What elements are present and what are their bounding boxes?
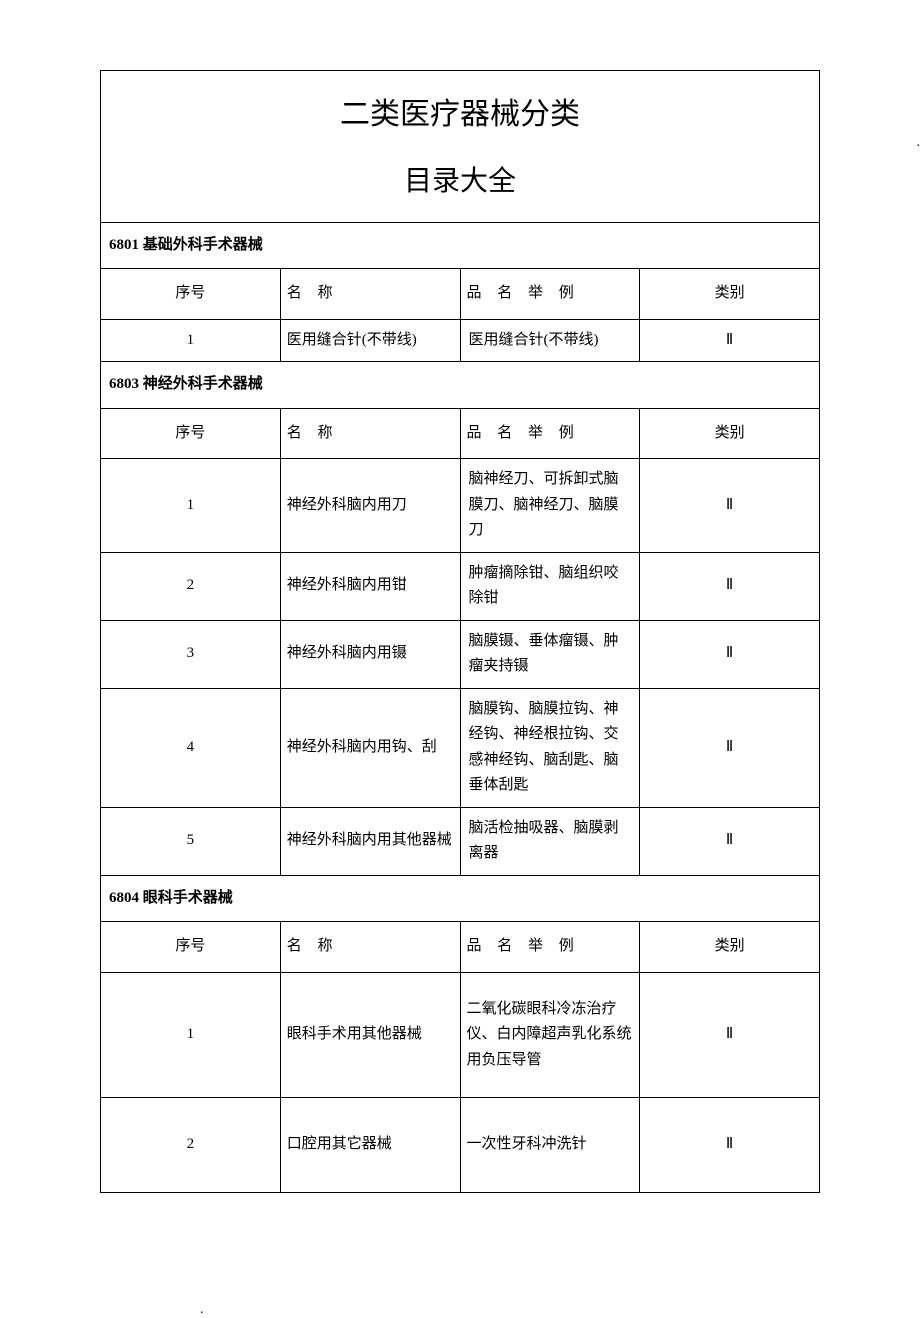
cell-category: Ⅱ <box>640 552 820 620</box>
cell-name: 神经外科脑内用其他器械 <box>280 807 460 875</box>
column-header-category: 类别 <box>640 269 820 320</box>
section-header-6804: 6804 眼科手术器械 <box>101 875 820 922</box>
cell-example: 脑活检抽吸器、脑膜剥离器 <box>460 807 640 875</box>
cell-example: 一次性牙科冲洗针 <box>460 1098 640 1193</box>
table-row: 3 神经外科脑内用镊 脑膜镊、垂体瘤镊、肿瘤夹持镊 Ⅱ <box>101 620 820 688</box>
cell-example: 脑神经刀、可拆卸式脑膜刀、脑神经刀、脑膜刀 <box>460 459 640 553</box>
column-header-row: 序号 名 称 品 名 举 例 类别 <box>101 922 820 973</box>
cell-sequence: 3 <box>101 620 281 688</box>
subtitle-row: 目录大全 <box>101 150 820 222</box>
cell-sequence: 2 <box>101 552 281 620</box>
column-header-example: 品 名 举 例 <box>460 269 640 320</box>
cell-example: 肿瘤摘除钳、脑组织咬除钳 <box>460 552 640 620</box>
column-header-example: 品 名 举 例 <box>460 922 640 973</box>
cell-category: Ⅱ <box>640 459 820 553</box>
page-marker-top: . <box>917 135 920 151</box>
table-row: 1 神经外科脑内用刀 脑神经刀、可拆卸式脑膜刀、脑神经刀、脑膜刀 Ⅱ <box>101 459 820 553</box>
document-subtitle: 目录大全 <box>404 166 516 197</box>
table-row: 5 神经外科脑内用其他器械 脑活检抽吸器、脑膜剥离器 Ⅱ <box>101 807 820 875</box>
column-header-sequence: 序号 <box>101 269 281 320</box>
cell-name: 口腔用其它器械 <box>280 1098 460 1193</box>
cell-category: Ⅱ <box>640 972 820 1098</box>
cell-category: Ⅱ <box>640 620 820 688</box>
cell-example: 医用缝合针(不带线) <box>460 319 640 362</box>
column-header-category: 类别 <box>640 922 820 973</box>
subtitle-cell: 目录大全 <box>101 150 820 222</box>
cell-sequence: 1 <box>101 319 281 362</box>
classification-table: 二类医疗器械分类 目录大全 6801 基础外科手术器械 序号 名 称 品 名 举… <box>100 70 820 1193</box>
column-header-row: 序号 名 称 品 名 举 例 类别 <box>101 408 820 459</box>
section-header-row: 6801 基础外科手术器械 <box>101 222 820 269</box>
column-header-sequence: 序号 <box>101 408 281 459</box>
cell-name: 神经外科脑内用刀 <box>280 459 460 553</box>
table-row: 4 神经外科脑内用钩、刮 脑膜钩、脑膜拉钩、神经钩、神经根拉钩、交感神经钩、脑刮… <box>101 688 820 807</box>
title-row: 二类医疗器械分类 <box>101 71 820 151</box>
cell-name: 眼科手术用其他器械 <box>280 972 460 1098</box>
cell-category: Ⅱ <box>640 688 820 807</box>
column-header-name: 名 称 <box>280 269 460 320</box>
section-header-6801: 6801 基础外科手术器械 <box>101 222 820 269</box>
cell-category: Ⅱ <box>640 1098 820 1193</box>
cell-sequence: 2 <box>101 1098 281 1193</box>
cell-example: 脑膜镊、垂体瘤镊、肿瘤夹持镊 <box>460 620 640 688</box>
section-header-row: 6803 神经外科手术器械 <box>101 362 820 409</box>
document-title: 二类医疗器械分类 <box>340 98 580 131</box>
table-row: 1 眼科手术用其他器械 二氧化碳眼科冷冻治疗仪、白内障超声乳化系统用负压导管 Ⅱ <box>101 972 820 1098</box>
table-row: 2 口腔用其它器械 一次性牙科冲洗针 Ⅱ <box>101 1098 820 1193</box>
column-header-sequence: 序号 <box>101 922 281 973</box>
cell-example: 二氧化碳眼科冷冻治疗仪、白内障超声乳化系统用负压导管 <box>460 972 640 1098</box>
cell-name: 医用缝合针(不带线) <box>280 319 460 362</box>
column-header-category: 类别 <box>640 408 820 459</box>
cell-sequence: 1 <box>101 459 281 553</box>
cell-category: Ⅱ <box>640 319 820 362</box>
table-row: 2 神经外科脑内用钳 肿瘤摘除钳、脑组织咬除钳 Ⅱ <box>101 552 820 620</box>
cell-example: 脑膜钩、脑膜拉钩、神经钩、神经根拉钩、交感神经钩、脑刮匙、脑垂体刮匙 <box>460 688 640 807</box>
title-cell: 二类医疗器械分类 <box>101 71 820 151</box>
column-header-name: 名 称 <box>280 922 460 973</box>
section-header-row: 6804 眼科手术器械 <box>101 875 820 922</box>
column-header-example: 品 名 举 例 <box>460 408 640 459</box>
cell-sequence: 1 <box>101 972 281 1098</box>
column-header-name: 名 称 <box>280 408 460 459</box>
table-row: 1 医用缝合针(不带线) 医用缝合针(不带线) Ⅱ <box>101 319 820 362</box>
cell-sequence: 5 <box>101 807 281 875</box>
section-header-6803: 6803 神经外科手术器械 <box>101 362 820 409</box>
page-marker-bottom: . <box>200 1302 204 1318</box>
cell-sequence: 4 <box>101 688 281 807</box>
cell-name: 神经外科脑内用钩、刮 <box>280 688 460 807</box>
cell-name: 神经外科脑内用镊 <box>280 620 460 688</box>
cell-name: 神经外科脑内用钳 <box>280 552 460 620</box>
column-header-row: 序号 名 称 品 名 举 例 类别 <box>101 269 820 320</box>
cell-category: Ⅱ <box>640 807 820 875</box>
